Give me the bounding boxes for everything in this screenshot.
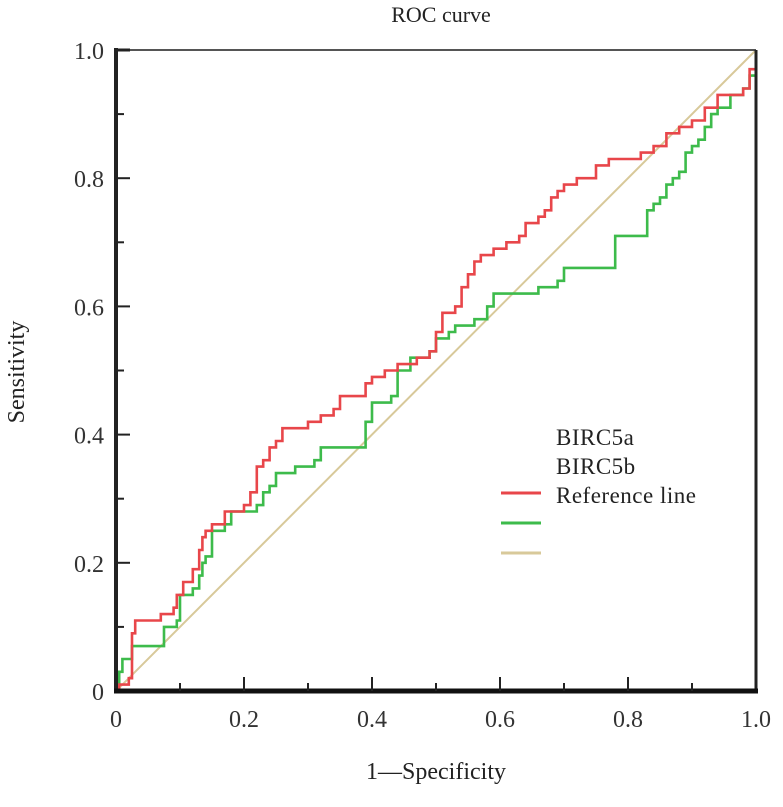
chart-title: ROC curve <box>391 2 491 27</box>
legend: BIRC5a BIRC5b Reference line <box>501 425 696 555</box>
x-tick-label: 0 <box>110 707 122 733</box>
x-axis-label: 1—Specificity <box>366 759 506 785</box>
y-tick-label: 0.2 <box>74 552 104 578</box>
y-tick-label: 0.4 <box>74 424 104 450</box>
x-tick-label: 0.6 <box>485 707 515 733</box>
series-line-birc5a <box>116 50 758 693</box>
y-axis-label: Sensitivity <box>4 321 30 424</box>
series-line-reference-line <box>115 49 757 692</box>
series-layer <box>115 49 758 693</box>
legend-label-birc5a: BIRC5a <box>556 425 634 450</box>
y-tick-label: 1.0 <box>74 39 104 65</box>
legend-label-reference-line: Reference line <box>556 483 696 508</box>
y-tick-label: 0 <box>92 680 104 706</box>
x-axis-ticks: 0 0.2 0.4 0.6 0.8 1.0 <box>110 677 771 733</box>
y-axis-ticks: 0 0.2 0.4 0.6 0.8 1.0 <box>74 39 130 706</box>
x-tick-label: 1.0 <box>741 707 771 733</box>
y-tick-label: 0.8 <box>74 167 104 193</box>
legend-label-birc5b: BIRC5b <box>556 454 636 479</box>
x-tick-label: 0.8 <box>613 707 643 733</box>
x-tick-label: 0.4 <box>357 707 387 733</box>
y-tick-label: 0.6 <box>74 295 104 321</box>
x-tick-label: 0.2 <box>229 707 259 733</box>
